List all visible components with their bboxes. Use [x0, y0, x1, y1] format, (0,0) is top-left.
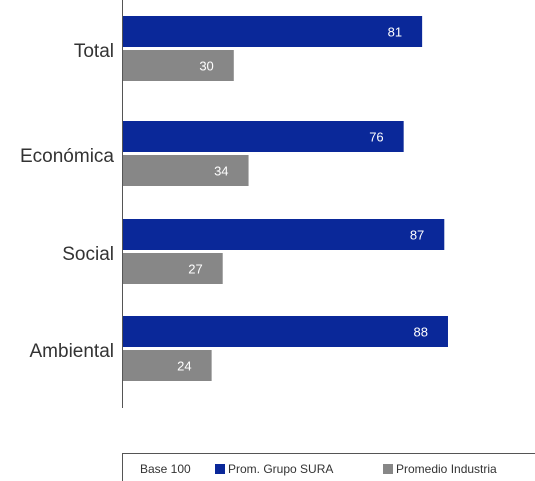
bar-chart: 81 30 Total 76 34 Económica 87 27 Social 88 24 Ambi… — [20, 0, 448, 408]
bar-social-grupo-sura — [123, 219, 445, 250]
category-label-ambiental: Ambiental — [30, 341, 115, 362]
category-label-economica: Económica — [20, 146, 114, 167]
bar-total-industria — [123, 50, 234, 81]
bar-ambiental-grupo-sura — [123, 316, 448, 347]
bar-total-grupo-sura — [123, 16, 423, 47]
bar-economica-grupo-sura — [123, 121, 404, 152]
legend-item-grupo-sura: Prom. Grupo SURA — [215, 462, 333, 476]
bar-economica-industria — [123, 155, 249, 186]
legend-base-label: Base 100 — [140, 462, 191, 476]
value-label-total-industria: 30 — [199, 59, 213, 74]
legend-label-grupo-sura: Prom. Grupo SURA — [228, 462, 334, 476]
bar-social-industria — [123, 253, 223, 284]
value-label-social-industria: 27 — [188, 262, 202, 277]
legend-label-industria: Promedio Industria — [396, 462, 497, 476]
bar-ambiental-industria — [123, 350, 212, 381]
value-label-economica-grupo-sura: 76 — [369, 130, 383, 145]
value-label-social-grupo-sura: 87 — [410, 228, 424, 243]
legend: Base 100 Prom. Grupo SURA Promedio Indus… — [122, 453, 535, 481]
chart-marks: 81 30 Total 76 34 Económica 87 27 Social 88 24 Ambi… — [20, 16, 448, 381]
legend-item-industria: Promedio Industria — [383, 462, 497, 476]
value-label-ambiental-grupo-sura: 88 — [414, 325, 428, 340]
value-label-economica-industria: 34 — [214, 164, 228, 179]
category-label-total: Total — [74, 41, 114, 62]
value-label-total-grupo-sura: 81 — [388, 25, 402, 40]
legend-swatch-grupo-sura — [215, 464, 225, 474]
category-label-social: Social — [62, 244, 114, 265]
legend-swatch-industria — [383, 464, 393, 474]
value-label-ambiental-industria: 24 — [177, 359, 191, 374]
